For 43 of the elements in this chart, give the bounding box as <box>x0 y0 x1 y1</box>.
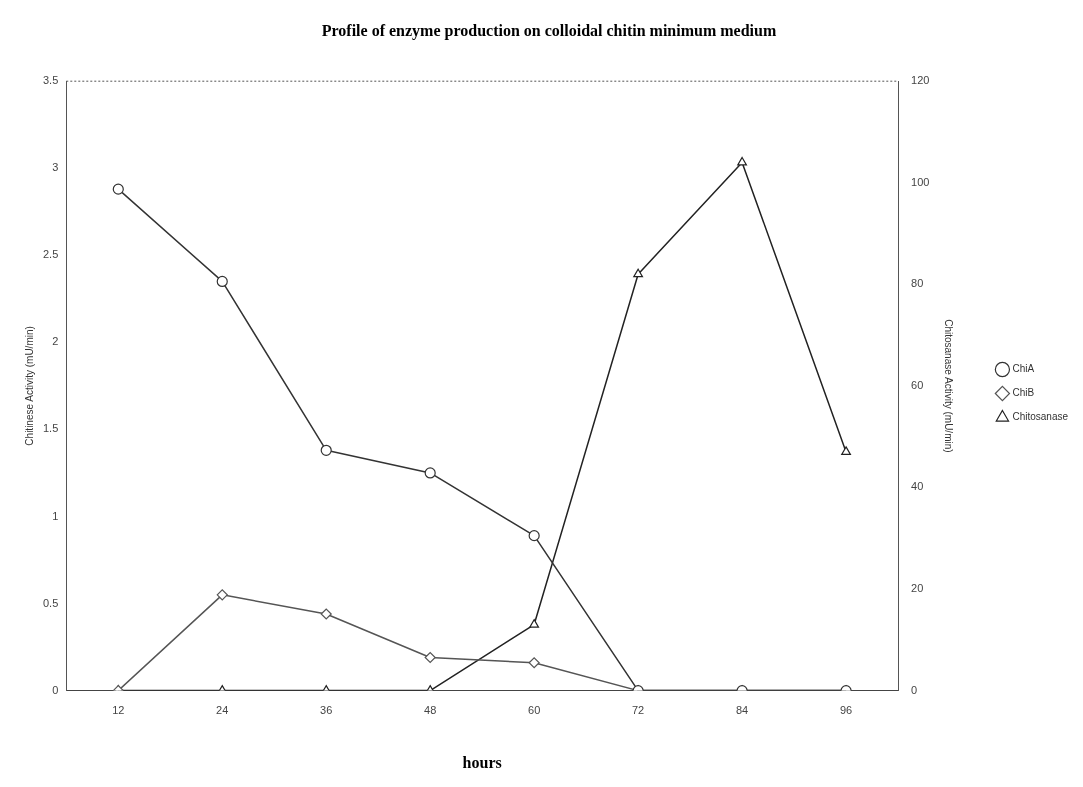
legend-label: ChiA <box>1012 363 1035 375</box>
x-tick-label: 60 <box>528 704 541 717</box>
y-axis-title: Chitinese Activity (mU/min) <box>23 326 35 446</box>
y-tick-label: 0 <box>52 683 59 696</box>
y2-tick-label: 100 <box>911 175 930 188</box>
y-tick-label: 3 <box>52 161 59 174</box>
x-tick-label: 72 <box>632 704 645 717</box>
x-tick-label: 96 <box>839 704 853 717</box>
x-tick-label: 24 <box>216 704 229 717</box>
point <box>737 156 748 166</box>
x-tick-label: 12 <box>112 704 125 717</box>
y-tick-label: 3.5 <box>42 74 59 87</box>
x-tick-label: 84 <box>735 704 749 717</box>
chart-title: Profile of enzyme production on colloidal chitin minimum medium <box>321 21 777 40</box>
point <box>528 530 540 542</box>
point <box>320 444 332 456</box>
y2-tick-label: 0 <box>911 683 918 696</box>
y2-tick-label: 20 <box>911 582 924 595</box>
point <box>528 657 540 669</box>
y2-tick-label: 60 <box>911 378 924 391</box>
x-tick-label: 36 <box>320 704 333 717</box>
y-tick-label: 0.5 <box>42 596 59 609</box>
y2-tick-label: 80 <box>911 277 924 290</box>
point <box>424 651 436 664</box>
y-tick-label: 2.5 <box>42 248 59 261</box>
point <box>320 608 332 620</box>
point <box>112 183 124 195</box>
point <box>633 268 644 278</box>
point <box>424 467 436 479</box>
y-tick-label: 2 <box>52 335 59 348</box>
y2-tick-label: 40 <box>911 480 924 493</box>
x-tick-label: 48 <box>424 704 437 717</box>
y-tick-label: 1.5 <box>42 422 59 435</box>
point <box>216 275 228 288</box>
y2-tick-label: 120 <box>911 74 930 87</box>
point <box>841 446 851 456</box>
point <box>216 589 228 601</box>
point <box>529 618 540 628</box>
y-tick-label: 1 <box>52 509 59 522</box>
x-axis-title: hours <box>462 753 502 771</box>
legend-label: ChiB <box>1012 387 1035 399</box>
legend-label: Chitosanase <box>1012 411 1069 423</box>
y2-axis-title: Chitosanase Activity (mU/min) <box>942 319 954 453</box>
